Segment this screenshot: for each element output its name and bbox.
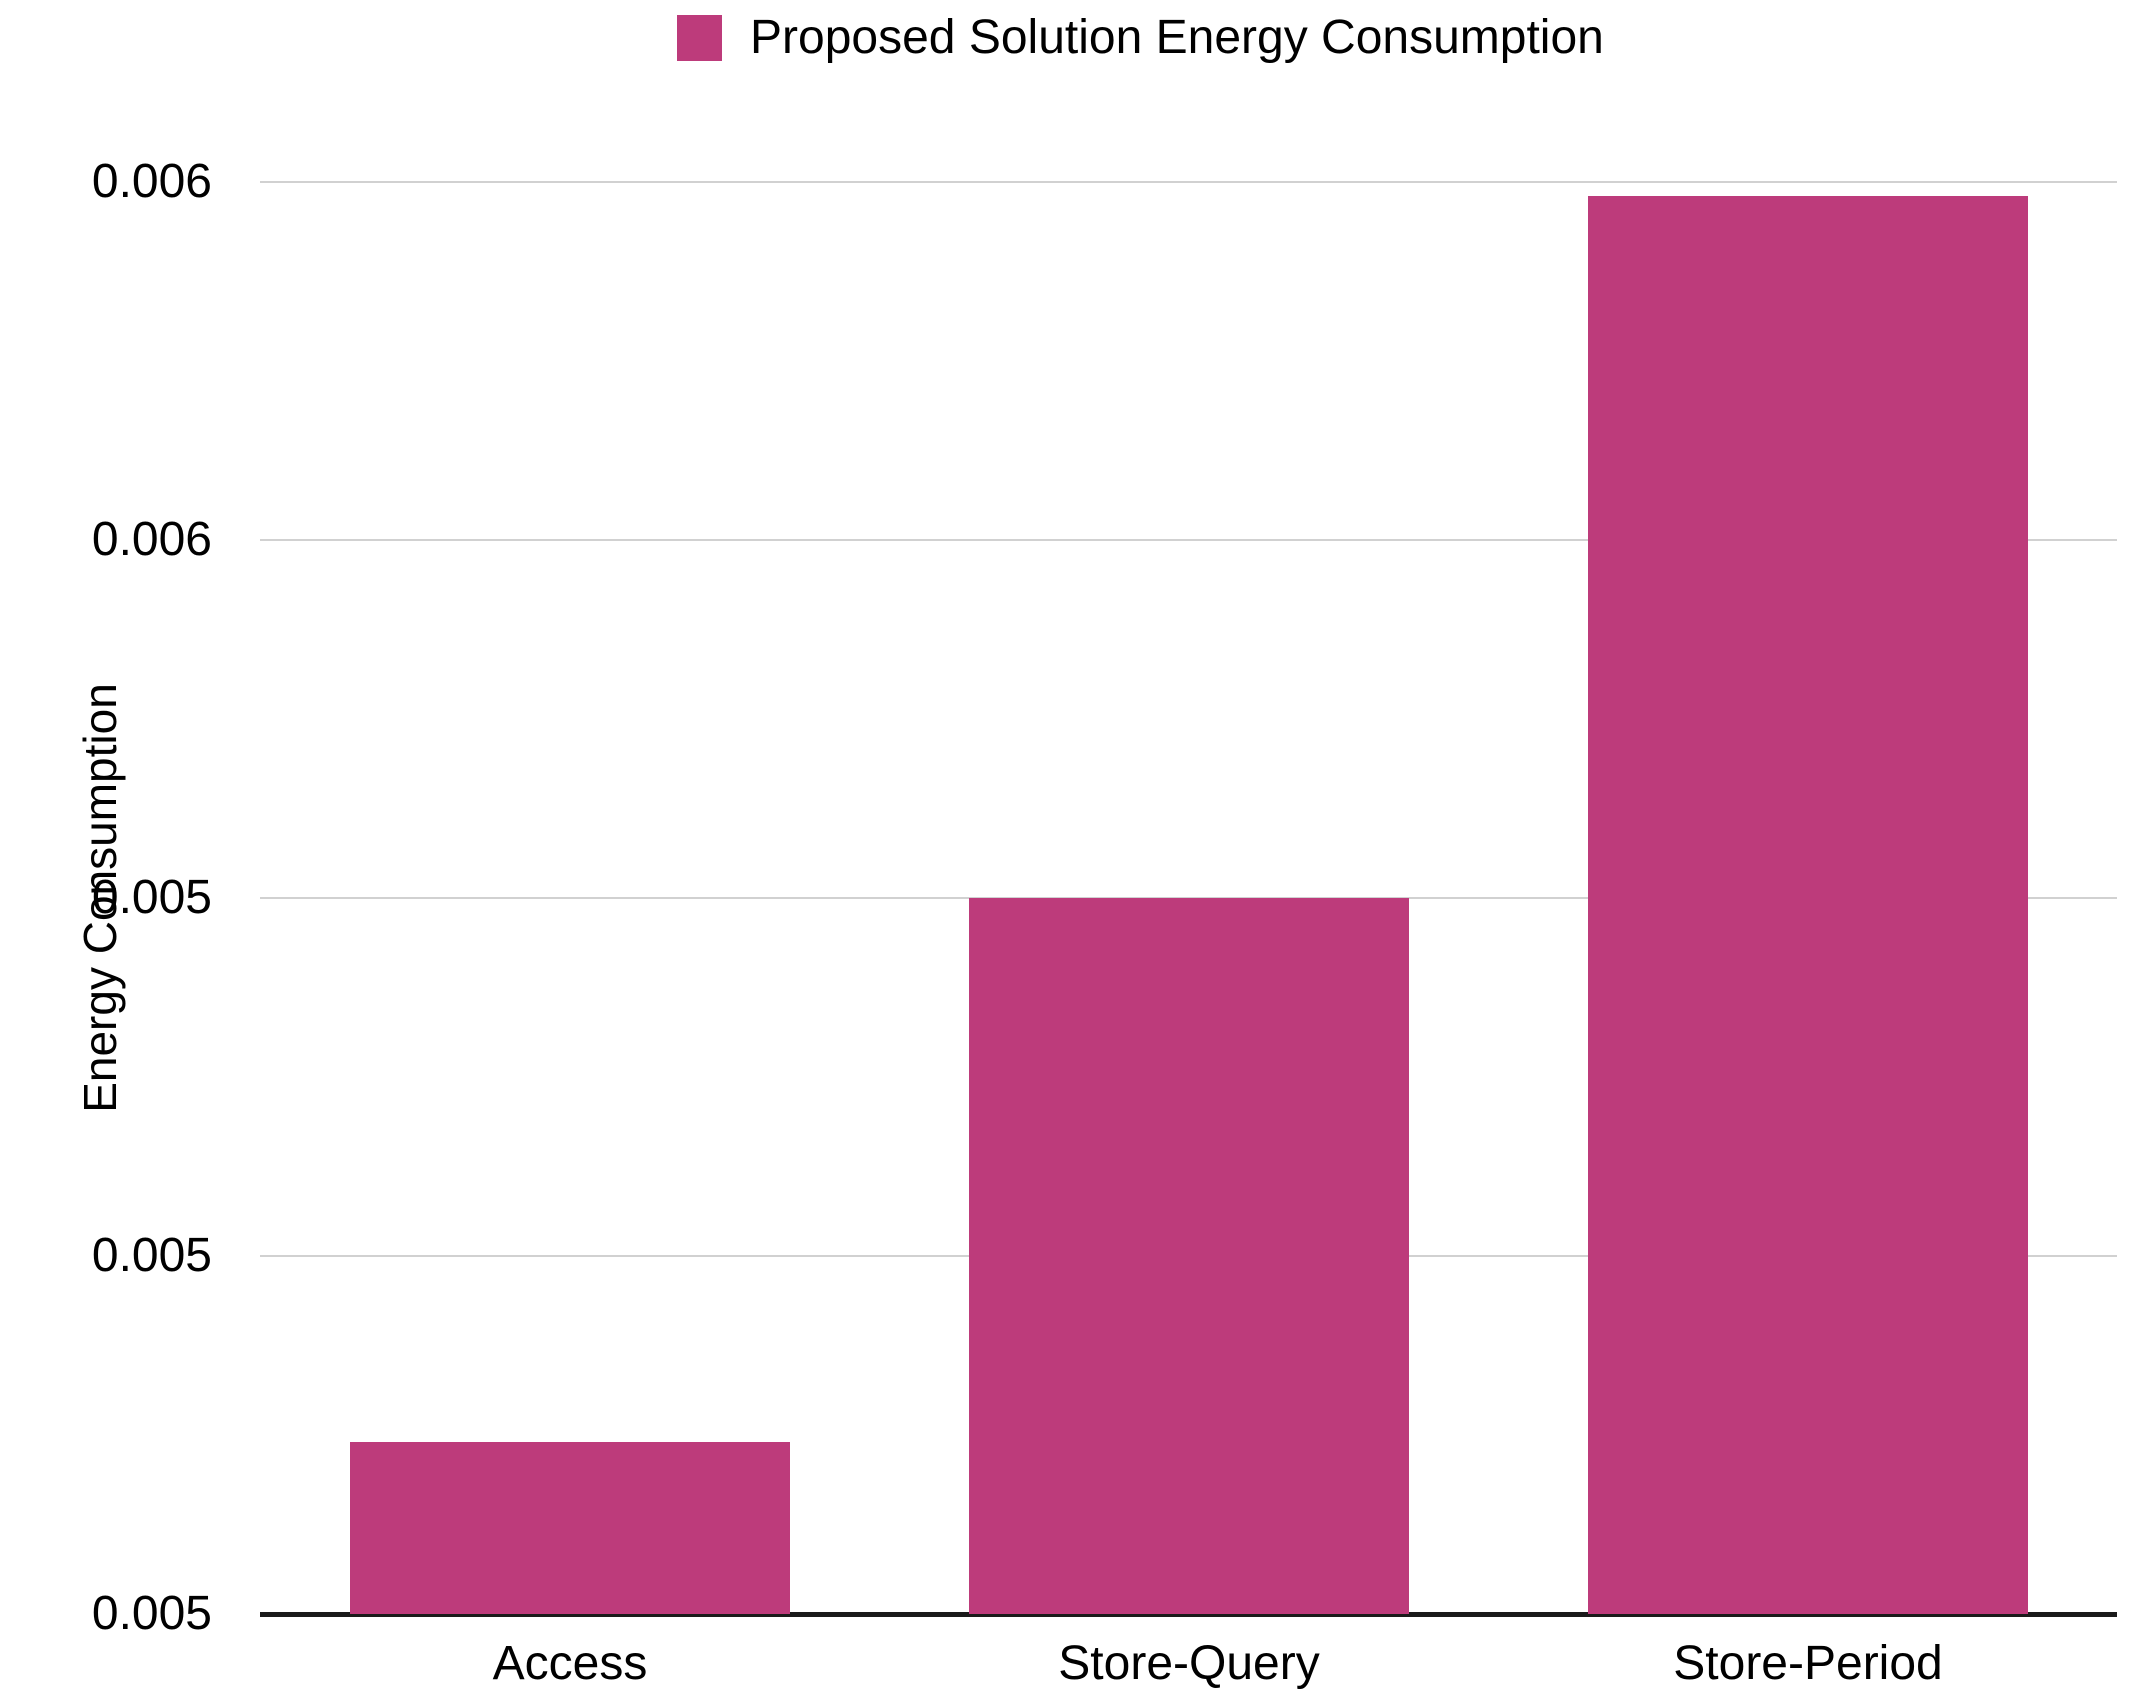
y-tick-label: 0.005 bbox=[91, 1229, 212, 1282]
y-tick-label: 0.005 bbox=[91, 1587, 212, 1640]
y-tick-label: 0.006 bbox=[91, 513, 212, 566]
legend: Proposed Solution Energy Consumption bbox=[677, 10, 1604, 66]
x-axis-category-label: Store-Period bbox=[1673, 1637, 1943, 1689]
y-tick-label: 0.005 bbox=[91, 871, 212, 924]
y-tick-label: 0.006 bbox=[91, 155, 212, 208]
y-gridline bbox=[260, 181, 2117, 183]
plot-area bbox=[260, 181, 2117, 1617]
bar-access bbox=[350, 1442, 790, 1614]
x-axis-category-label: Access bbox=[492, 1637, 648, 1689]
legend-swatch bbox=[677, 15, 722, 61]
bar-store-period bbox=[1588, 196, 2028, 1614]
legend-label: Proposed Solution Energy Consumption bbox=[750, 11, 1604, 64]
x-axis-line bbox=[260, 1612, 2117, 1617]
y-gridline bbox=[260, 539, 2117, 541]
bar-store-query bbox=[969, 898, 1409, 1614]
x-axis-category-label: Store-Query bbox=[1058, 1637, 1320, 1689]
